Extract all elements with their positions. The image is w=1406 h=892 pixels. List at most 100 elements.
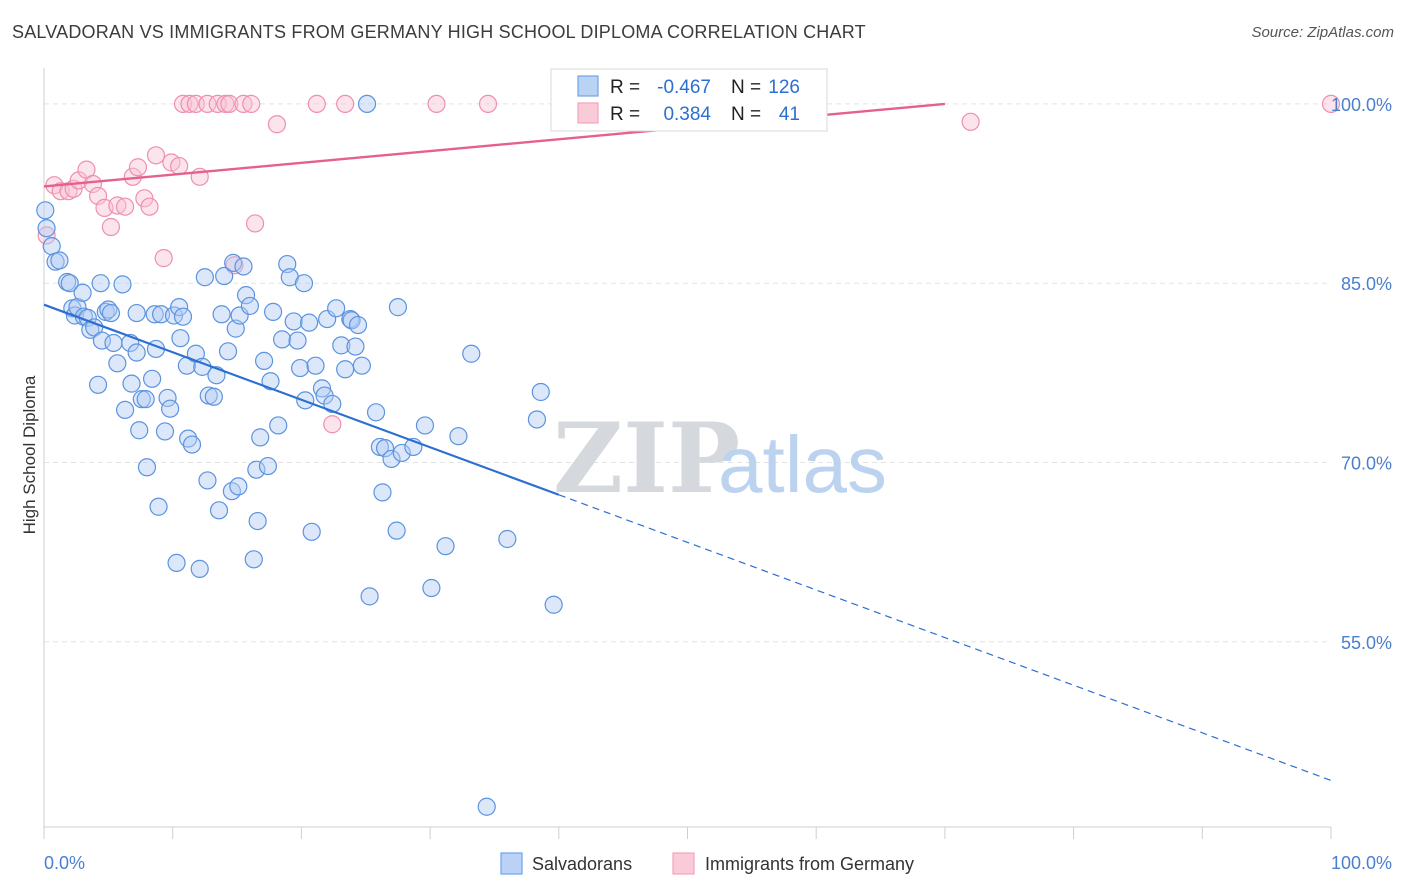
immigrants-from-germany-point-37 bbox=[427, 94, 446, 114]
salvadorans-point-94 bbox=[332, 336, 351, 355]
salvadorans-point-76 bbox=[263, 302, 283, 321]
salvadorans-trend-extension bbox=[558, 494, 1332, 782]
immigrants-from-germany-point-14 bbox=[128, 158, 148, 177]
y-axis-label: High School Diploma bbox=[20, 375, 39, 534]
salvadorans-point-95 bbox=[336, 360, 355, 379]
watermark-atlas: atlas bbox=[718, 420, 887, 509]
stats-n-label-1: N = bbox=[731, 77, 761, 98]
salvadorans-point-44 bbox=[171, 329, 190, 348]
legend: Salvadorans Immigrants from Germany bbox=[500, 852, 914, 875]
immigrants-from-germany-point-28 bbox=[220, 94, 239, 114]
salvadorans-point-50 bbox=[190, 559, 209, 578]
salvadorans-point-40 bbox=[161, 399, 180, 418]
salvadorans-point-87 bbox=[302, 522, 321, 541]
x-tick-label-1: 100.0% bbox=[1331, 853, 1392, 873]
stats-swatch-blue bbox=[577, 75, 599, 97]
salvadorans-point-107 bbox=[382, 449, 401, 469]
immigrants-from-germany-point-18 bbox=[154, 249, 173, 268]
salvadorans-point-52 bbox=[195, 268, 214, 287]
salvadorans-point-37 bbox=[152, 305, 171, 324]
immigrants-from-germany-point-27 bbox=[216, 94, 235, 114]
stats-n-label-2: N = bbox=[731, 104, 761, 125]
salvadorans-point-71 bbox=[248, 511, 267, 531]
salvadorans-point-38 bbox=[155, 422, 175, 441]
immigrants-from-germany-point-40 bbox=[1321, 94, 1341, 114]
salvadorans-point-86 bbox=[300, 313, 319, 332]
salvadorans-point-105 bbox=[373, 483, 392, 502]
salvadorans-point-100 bbox=[352, 356, 371, 375]
immigrants-from-germany-point-32 bbox=[245, 214, 265, 233]
salvadorans-point-116 bbox=[462, 344, 481, 363]
stats-r-label-2: R = bbox=[610, 104, 640, 125]
legend-swatch-immigrants-from-germany bbox=[672, 852, 695, 875]
salvadorans-point-29 bbox=[130, 421, 149, 440]
salvadorans-point-102 bbox=[360, 587, 379, 606]
salvadorans-point-82 bbox=[288, 331, 307, 350]
stats-swatch-pink bbox=[577, 102, 599, 124]
salvadorans-point-15 bbox=[88, 375, 108, 394]
salvadorans-point-30 bbox=[132, 390, 151, 409]
immigrants-from-germany-point-10 bbox=[101, 217, 121, 237]
salvadorans-point-98 bbox=[346, 337, 365, 356]
immigrants-from-germany-point-39 bbox=[961, 112, 980, 131]
salvadorans-point-84 bbox=[294, 274, 314, 293]
salvadorans-point-20 bbox=[101, 303, 121, 323]
salvadorans-point-66 bbox=[234, 257, 253, 276]
salvadorans-point-81 bbox=[284, 312, 303, 331]
salvadorans-point-0 bbox=[36, 201, 55, 220]
salvadorans-point-83 bbox=[291, 358, 310, 378]
salvadorans-point-101 bbox=[357, 94, 377, 114]
salvadorans-point-45 bbox=[173, 307, 193, 326]
salvadorans-point-109 bbox=[388, 298, 408, 317]
salvadorans-point-67 bbox=[236, 286, 256, 305]
stats-r-label-1: R = bbox=[610, 77, 640, 98]
stats-r-value-2: 0.384 bbox=[663, 104, 711, 125]
series-salvadorans bbox=[36, 94, 563, 816]
source-label: Source: ZipAtlas.com bbox=[1251, 24, 1394, 41]
x-tick-label-0: 0.0% bbox=[44, 853, 85, 873]
salvadorans-point-89 bbox=[312, 379, 332, 398]
axes bbox=[43, 68, 1332, 839]
salvadorans-point-115 bbox=[449, 427, 468, 446]
salvadorans-point-22 bbox=[108, 354, 127, 373]
salvadorans-point-42 bbox=[167, 553, 186, 573]
immigrants-from-germany-point-36 bbox=[336, 94, 355, 114]
salvadorans-point-117 bbox=[477, 797, 496, 816]
stats-box: R = -0.467 N = 126 R = 0.384 N = 41 bbox=[550, 68, 828, 132]
salvadorans-point-88 bbox=[306, 356, 325, 375]
salvadorans-point-31 bbox=[136, 390, 155, 409]
y-tick-label-3: 100.0% bbox=[1331, 95, 1392, 115]
salvadorans-point-72 bbox=[251, 428, 270, 447]
salvadorans-point-10 bbox=[73, 283, 92, 302]
salvadorans-point-58 bbox=[212, 305, 231, 324]
y-tick-label-1: 70.0% bbox=[1341, 454, 1392, 474]
y-tick-labels: 55.0% 70.0% 85.0% 100.0% bbox=[1331, 95, 1392, 653]
series-immigrants-from-germany bbox=[37, 94, 1341, 434]
grid-lines bbox=[44, 103, 1331, 643]
immigrants-from-germany-point-34 bbox=[307, 94, 326, 114]
immigrants-from-germany-point-0 bbox=[37, 226, 56, 245]
immigrants-from-germany-point-11 bbox=[108, 196, 127, 215]
salvadorans-point-23 bbox=[113, 275, 132, 294]
immigrants-from-germany-point-31 bbox=[242, 94, 261, 114]
salvadorans-point-34 bbox=[145, 305, 164, 324]
salvadorans-point-36 bbox=[149, 497, 168, 516]
salvadorans-point-6 bbox=[60, 274, 79, 293]
x-tick-labels: 0.0% 100.0% bbox=[44, 853, 1392, 873]
salvadorans-point-1 bbox=[37, 219, 56, 238]
immigrants-from-germany-point-7 bbox=[83, 174, 103, 194]
salvadorans-point-74 bbox=[258, 456, 278, 476]
immigrants-from-germany-point-12 bbox=[115, 197, 135, 216]
salvadorans-point-92 bbox=[323, 394, 342, 414]
y-tick-label-2: 85.0% bbox=[1341, 274, 1392, 294]
salvadorans-point-48 bbox=[182, 435, 202, 454]
immigrants-from-germany-point-25 bbox=[198, 94, 217, 114]
salvadorans-point-114 bbox=[436, 537, 455, 556]
immigrants-from-germany-point-30 bbox=[234, 94, 253, 114]
salvadorans-point-78 bbox=[272, 330, 292, 349]
salvadorans-point-60 bbox=[218, 342, 238, 361]
salvadorans-point-28 bbox=[127, 303, 146, 323]
immigrants-from-germany-point-17 bbox=[146, 146, 166, 165]
immigrants-from-germany-point-33 bbox=[267, 115, 287, 134]
